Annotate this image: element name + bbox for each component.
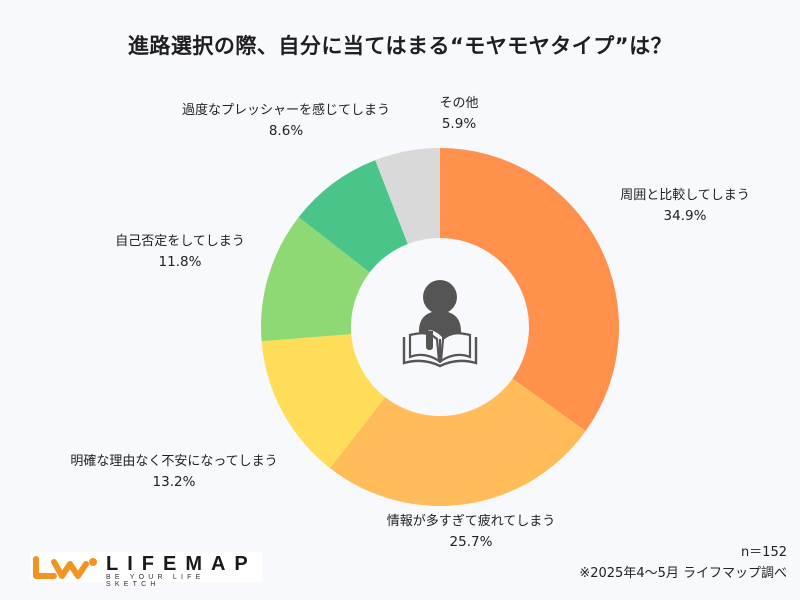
donut-slice: [440, 148, 619, 431]
label-percent: 25.7%: [449, 534, 493, 550]
label-compare-others: 周囲と比較してしまう 34.9%: [590, 186, 780, 226]
person-reading-book-icon: [402, 280, 478, 368]
donut-slice: [329, 378, 586, 506]
logo-tagline: BE YOUR LIFE SKETCH: [106, 574, 205, 588]
label-text: 明確な理由なく不安になってしまう: [70, 454, 278, 469]
label-excess-pressure: 過度なプレッシャーを感じてしまう 8.6%: [150, 101, 422, 141]
logo-name: LIFEMAP: [106, 553, 257, 575]
label-percent: 5.9%: [441, 116, 477, 132]
donut-slice: [375, 148, 440, 245]
donut-slices: [261, 148, 619, 506]
label-text: 自己否定をしてしまう: [115, 234, 245, 249]
label-text: 周囲と比較してしまう: [620, 188, 750, 203]
label-text: その他: [439, 96, 479, 111]
lifemap-logo: LIFEMAP BE YOUR LIFE SKETCH: [30, 552, 262, 588]
label-info-overload: 情報が多すぎて疲れてしまう 25.7%: [358, 512, 584, 552]
sample-size: n＝152: [740, 545, 787, 560]
label-percent: 13.2%: [152, 474, 196, 490]
label-percent: 8.6%: [268, 123, 304, 139]
survey-note: ※2025年4〜5月 ライフマップ調べ: [579, 566, 787, 581]
label-percent: 34.9%: [663, 208, 707, 224]
label-other: その他 5.9%: [424, 94, 494, 134]
label-vague-anxiety: 明確な理由なく不安になってしまう 13.2%: [35, 452, 313, 492]
label-self-denial: 自己否定をしてしまう 11.8%: [95, 232, 265, 272]
label-percent: 11.8%: [158, 254, 202, 270]
donut-slice: [261, 217, 370, 342]
donut-slice: [261, 334, 386, 469]
label-text: 情報が多すぎて疲れてしまう: [386, 514, 556, 529]
label-text: 過度なプレッシャーを感じてしまう: [181, 103, 390, 118]
chart-title: 進路選択の際、自分に当てはまる“モヤモヤタイプ”は？: [127, 34, 673, 58]
lifemap-mark-icon: [33, 556, 97, 579]
donut-slice: [298, 160, 408, 273]
